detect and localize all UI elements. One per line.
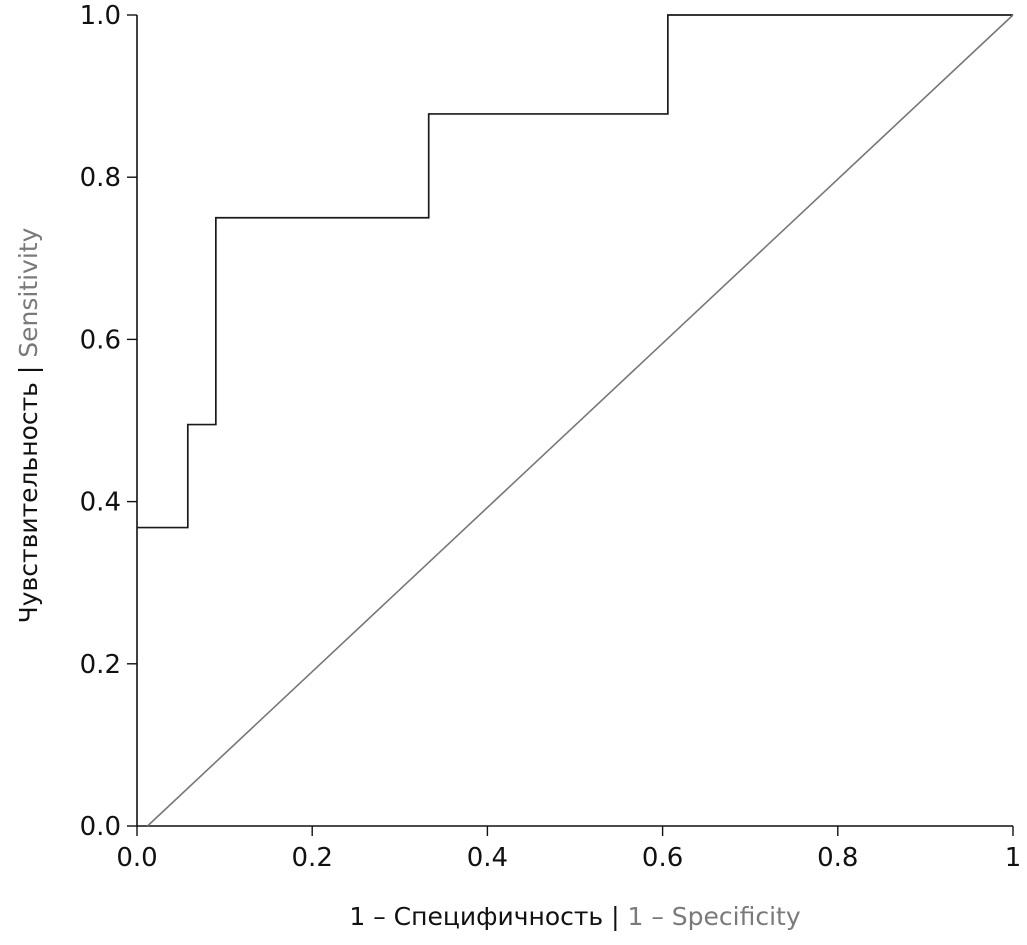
y-axis-title-primary: Чувствительность [14, 382, 43, 623]
reference-diagonal-line [146, 14, 1014, 827]
y-tick-label: 1.0 [80, 1, 121, 31]
y-axis-ticks: 0.0 0.2 0.4 0.6 0.8 1.0 [80, 1, 137, 842]
x-tick-label: 0.4 [467, 843, 508, 873]
x-axis-title-secondary: 1 – Specificity [628, 902, 801, 931]
y-tick-label: 0.4 [80, 488, 121, 518]
x-tick-label: 0.8 [817, 843, 858, 873]
series-layer [137, 14, 1014, 827]
x-axis-ticks: 0.0 0.2 0.4 0.6 0.8 1 [116, 826, 1021, 873]
y-axis-title-secondary: Sensitivity [14, 227, 43, 357]
x-tick-label: 0.0 [116, 843, 157, 873]
y-tick-label: 0.6 [80, 325, 121, 355]
x-tick-label: 0.2 [292, 843, 333, 873]
y-tick-label: 0.8 [80, 163, 121, 193]
y-tick-label: 0.0 [80, 812, 121, 842]
x-axis-title-primary: 1 – Специфичность [349, 902, 603, 931]
roc-curve [137, 14, 1013, 529]
x-tick-label: 1 [1005, 843, 1022, 873]
y-axis-title: Чувствительность | Sensitivity [14, 227, 43, 623]
x-axis-title: 1 – Специфичность | 1 – Specificity [349, 902, 801, 931]
x-tick-label: 0.6 [642, 843, 683, 873]
y-axis-title-separator: | [14, 358, 43, 382]
axes [136, 15, 1013, 827]
x-axis-title-separator: | [603, 902, 627, 931]
y-tick-label: 0.2 [80, 650, 121, 680]
